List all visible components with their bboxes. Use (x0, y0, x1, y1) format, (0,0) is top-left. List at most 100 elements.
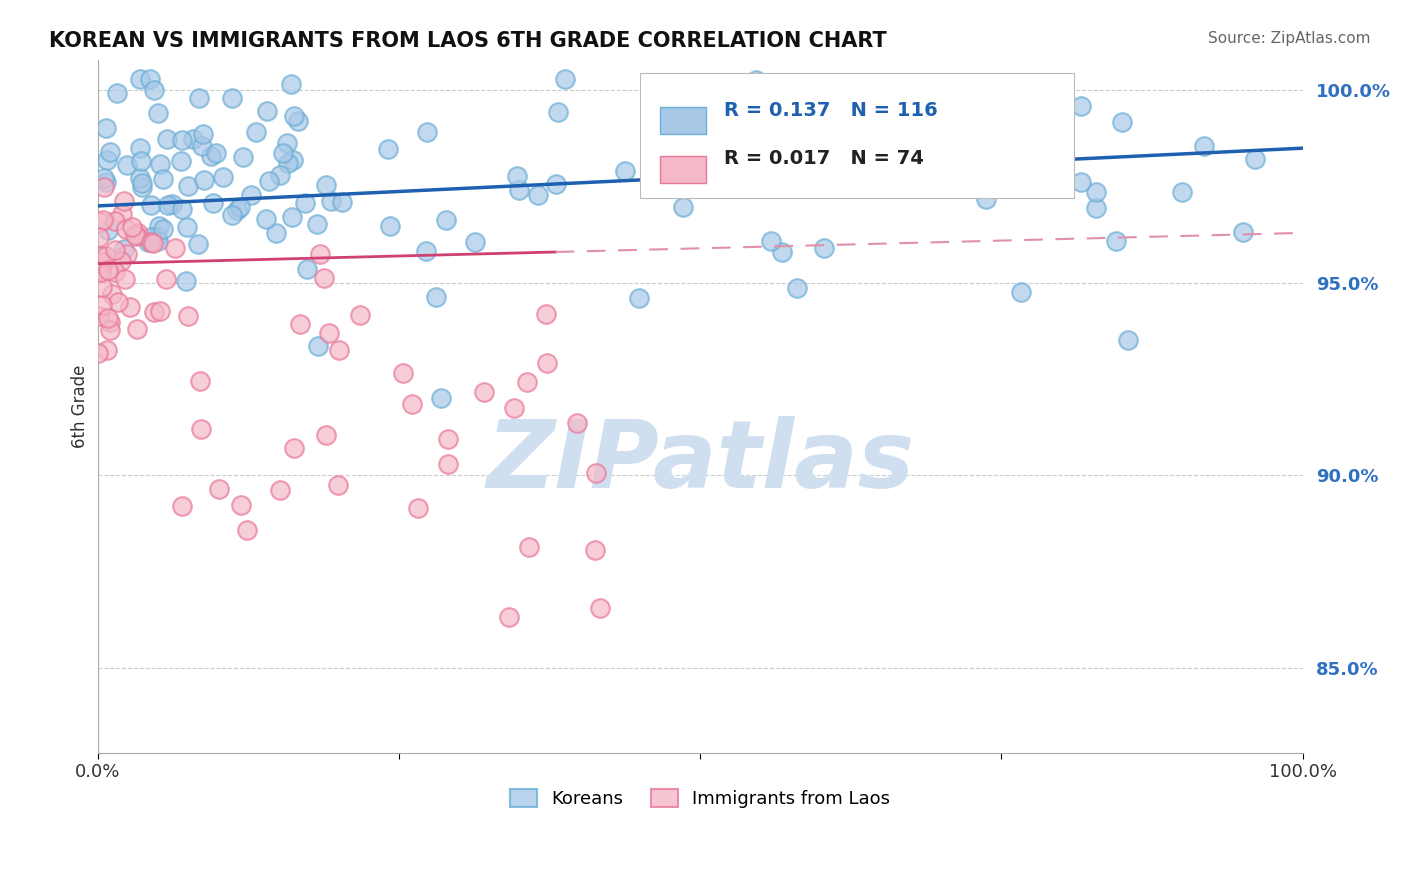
Point (146, 234, 169, 248)
Point (94, 249, 117, 263)
Point (120, 301, 142, 315)
Point (269, 168, 291, 182)
Point (89, 215, 111, 229)
Point (107, 295, 129, 310)
Point (96, 120, 118, 135)
Point (318, 326, 340, 340)
Point (330, 195, 353, 210)
Text: KOREAN VS IMMIGRANTS FROM LAOS 6TH GRADE CORRELATION CHART: KOREAN VS IMMIGRANTS FROM LAOS 6TH GRADE… (49, 31, 887, 51)
Point (136, 235, 159, 249)
Point (170, 154, 193, 169)
Point (264, 226, 287, 240)
Point (1232, 225, 1254, 239)
Point (115, 158, 138, 172)
Point (110, 253, 132, 268)
Point (269, 483, 291, 498)
Point (131, 176, 153, 190)
FancyBboxPatch shape (640, 73, 1074, 198)
Point (415, 244, 437, 258)
Point (103, 243, 125, 257)
Text: Source: ZipAtlas.com: Source: ZipAtlas.com (1208, 31, 1371, 46)
Point (115, 246, 138, 260)
Point (315, 178, 337, 192)
Bar (661, 107, 706, 134)
Point (139, 71, 162, 86)
Point (87, 309, 110, 323)
Point (170, 133, 193, 147)
Point (93, 170, 115, 185)
Point (91, 298, 114, 312)
Bar (661, 156, 706, 183)
Point (139, 230, 162, 244)
Point (589, 601, 612, 615)
Point (349, 308, 371, 322)
Point (156, 198, 179, 212)
Text: ZIPatlas: ZIPatlas (486, 416, 914, 508)
Point (91, 213, 114, 227)
Point (294, 196, 316, 211)
Point (932, 174, 955, 188)
Point (401, 397, 423, 411)
Point (183, 132, 205, 146)
Point (139, 198, 162, 212)
Point (567, 416, 589, 430)
Point (949, 110, 972, 124)
Point (813, 241, 835, 255)
Point (149, 304, 172, 318)
Point (1017, 181, 1039, 195)
Point (536, 307, 558, 321)
Point (295, 262, 318, 277)
Point (91, 255, 114, 269)
Point (112, 242, 135, 256)
Point (98, 323, 121, 337)
Point (129, 71, 152, 86)
Point (583, 543, 606, 558)
Point (516, 376, 538, 390)
Point (239, 187, 262, 202)
Point (160, 196, 183, 211)
Point (174, 274, 197, 288)
Point (97, 311, 120, 326)
Point (90, 249, 112, 263)
Point (129, 171, 152, 186)
Point (170, 499, 193, 513)
Point (193, 172, 215, 186)
Point (98, 145, 121, 160)
Point (141, 235, 163, 249)
Point (434, 213, 457, 227)
Point (305, 217, 328, 231)
Point (464, 235, 486, 249)
Point (536, 356, 558, 370)
Text: R = 0.137   N = 116: R = 0.137 N = 116 (724, 101, 938, 120)
Point (672, 200, 695, 214)
Point (96, 153, 118, 167)
Point (315, 427, 337, 442)
Point (745, 72, 768, 87)
Point (547, 104, 569, 119)
Point (155, 271, 177, 285)
Point (176, 220, 198, 235)
Point (502, 401, 524, 415)
Point (125, 322, 148, 336)
Point (211, 169, 233, 184)
Point (256, 103, 278, 118)
Point (98, 315, 121, 329)
Point (236, 524, 259, 538)
Point (1085, 201, 1108, 215)
Point (149, 157, 172, 171)
Point (280, 77, 302, 91)
Point (517, 540, 540, 554)
Point (152, 221, 174, 235)
Point (378, 219, 401, 233)
Point (232, 150, 254, 164)
Point (177, 179, 200, 194)
Point (229, 499, 252, 513)
Point (277, 156, 299, 170)
Point (131, 180, 153, 194)
Point (142, 236, 165, 251)
Point (733, 112, 755, 127)
Point (326, 478, 349, 492)
Point (104, 265, 127, 279)
Point (129, 153, 152, 168)
Point (200, 149, 222, 163)
